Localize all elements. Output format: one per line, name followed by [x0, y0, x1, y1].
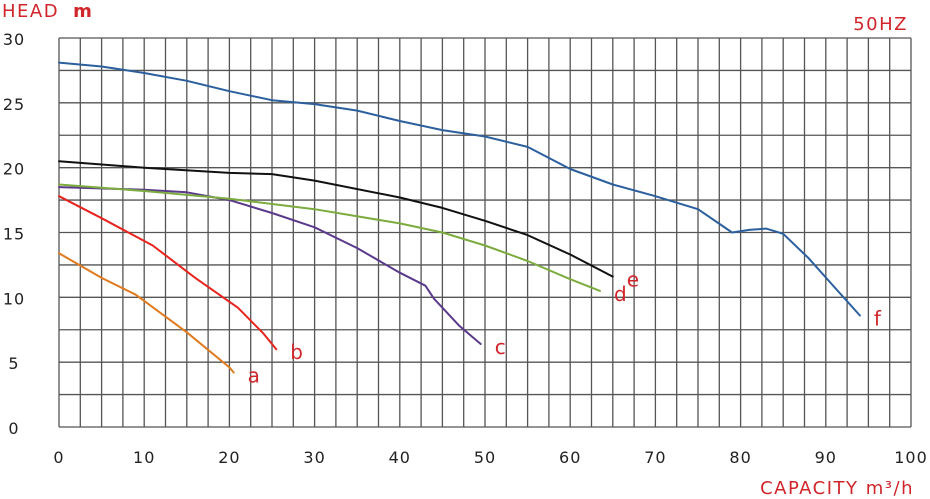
y-axis-unit: m: [73, 1, 93, 22]
series-line-f: [58, 61, 861, 317]
series-label-f: f: [874, 306, 882, 330]
series-label-e: e: [627, 268, 639, 292]
y-tick-label: 30: [3, 30, 25, 49]
grid: [58, 37, 912, 428]
series-line-d: [58, 183, 601, 292]
frequency-label: 50HZ: [853, 14, 908, 35]
x-tick-label: 80: [729, 448, 751, 467]
y-axis-title-text: HEAD: [2, 1, 59, 22]
y-tick-label: 0: [8, 419, 19, 438]
series-label-a: a: [248, 364, 260, 388]
x-tick-label: 20: [218, 448, 240, 467]
y-tick-label: 20: [3, 160, 25, 179]
x-tick-labels: 0 10 20 30 40 50 60 70 80 90 100: [53, 448, 928, 467]
series-label-c: c: [495, 335, 506, 359]
y-tick-label: 5: [8, 354, 19, 373]
x-tick-label: 10: [133, 448, 155, 467]
y-tick-labels: 0 5 10 15 20 25 30: [3, 30, 25, 438]
series-line-e: [58, 160, 614, 278]
x-tick-label: 70: [644, 448, 666, 467]
x-tick-label: 0: [53, 448, 64, 467]
series-label-b: b: [290, 340, 303, 364]
x-tick-label: 50: [474, 448, 496, 467]
series-label-d: d: [614, 282, 627, 306]
x-tick-label: 30: [303, 448, 325, 467]
x-axis-title: CAPACITY m³/h: [760, 478, 914, 499]
series-line-b: [58, 195, 278, 351]
series-lines: [58, 61, 861, 374]
x-tick-label: 100: [894, 448, 928, 467]
series-line-c: [58, 186, 482, 345]
x-tick-label: 90: [815, 448, 837, 467]
y-tick-label: 10: [3, 289, 25, 308]
y-tick-label: 25: [3, 95, 25, 114]
series-labels: a b c de f: [248, 268, 882, 388]
y-tick-label: 15: [3, 225, 25, 244]
series-line-a: [58, 252, 235, 374]
x-tick-label: 40: [389, 448, 411, 467]
y-axis-title: HEAD m: [2, 1, 93, 22]
x-tick-label: 60: [559, 448, 581, 467]
